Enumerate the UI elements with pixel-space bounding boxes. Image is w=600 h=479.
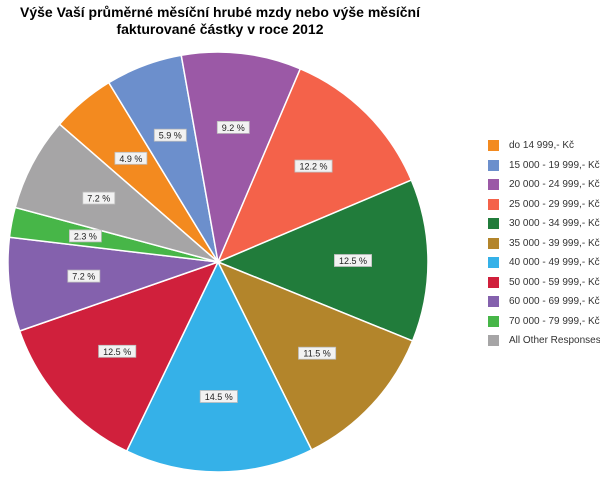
chart-title-line-1: Výše Vaší průměrné měsíční hrubé mzdy ne… xyxy=(20,4,420,20)
legend-label: 15 000 - 19 999,- Kč xyxy=(509,159,600,171)
legend-swatch xyxy=(488,315,499,327)
legend-label: 50 000 - 59 999,- Kč xyxy=(509,276,600,288)
legend-label: 40 000 - 49 999,- Kč xyxy=(509,257,600,268)
legend-swatch xyxy=(488,335,499,346)
chart-title: Výše Vaší průměrné měsíční hrubé mzdy ne… xyxy=(0,4,440,38)
legend-label: All Other Responses xyxy=(509,335,600,346)
pie-slice xyxy=(216,179,429,342)
slice-data-label: 7.2 % xyxy=(82,191,116,205)
legend-swatch xyxy=(488,296,499,307)
chart-title-line-2: fakturované částky v roce 2012 xyxy=(116,21,324,37)
svg-text:11.5 %: 11.5 % xyxy=(303,349,330,359)
slice-data-label: 11.5 % xyxy=(298,346,337,360)
svg-text:14.5 %: 14.5 % xyxy=(205,392,233,402)
svg-text:7.2 %: 7.2 % xyxy=(87,194,110,204)
svg-text:12.5 %: 12.5 % xyxy=(103,347,131,357)
legend-label: 30 000 - 34 999,- Kč xyxy=(509,218,600,229)
pie-slice xyxy=(14,123,219,263)
legend-label: 60 000 - 69 999,- Kč xyxy=(509,296,600,307)
legend-label: do 14 999,- Kč xyxy=(509,140,575,151)
slice-data-label: 4.9 % xyxy=(114,151,148,165)
slice-data-label: 14.5 % xyxy=(199,390,238,403)
svg-text:4.9 %: 4.9 % xyxy=(119,154,142,164)
svg-text:12.2 %: 12.2 % xyxy=(299,162,327,172)
pie-slice xyxy=(125,260,313,473)
slice-data-label: 12.2 % xyxy=(294,159,333,173)
slice-data-label: 5.9 % xyxy=(153,128,187,142)
legend-swatch xyxy=(488,198,499,210)
legend-swatch xyxy=(488,218,499,229)
svg-text:2.3 %: 2.3 % xyxy=(74,231,97,241)
legend-swatch xyxy=(488,257,499,268)
legend-label: 20 000 - 24 999,- Kč xyxy=(509,179,600,190)
slice-data-label: 7.2 % xyxy=(67,269,101,283)
legend-label: 70 000 - 79 999,- Kč xyxy=(509,315,600,327)
slice-data-label: 9.2 % xyxy=(216,121,250,134)
slice-data-label: 12.5 % xyxy=(98,344,137,358)
legend-label: 35 000 - 39 999,- Kč xyxy=(509,237,600,249)
legend-swatch xyxy=(488,276,499,288)
svg-text:9.2 %: 9.2 % xyxy=(222,123,245,133)
svg-text:7.2 %: 7.2 % xyxy=(72,272,95,282)
legend-swatch xyxy=(488,159,499,171)
legend-swatch xyxy=(488,179,499,190)
svg-text:5.9 %: 5.9 % xyxy=(159,131,182,141)
pie-slice xyxy=(180,51,302,265)
legend-swatch xyxy=(488,140,499,151)
legend-label: 25 000 - 29 999,- Kč xyxy=(509,198,600,210)
legend-swatch xyxy=(488,237,499,249)
slice-data-label: 12.5 % xyxy=(333,254,372,267)
svg-text:12.5 %: 12.5 % xyxy=(339,256,367,266)
slice-data-label: 2.3 % xyxy=(69,229,102,243)
